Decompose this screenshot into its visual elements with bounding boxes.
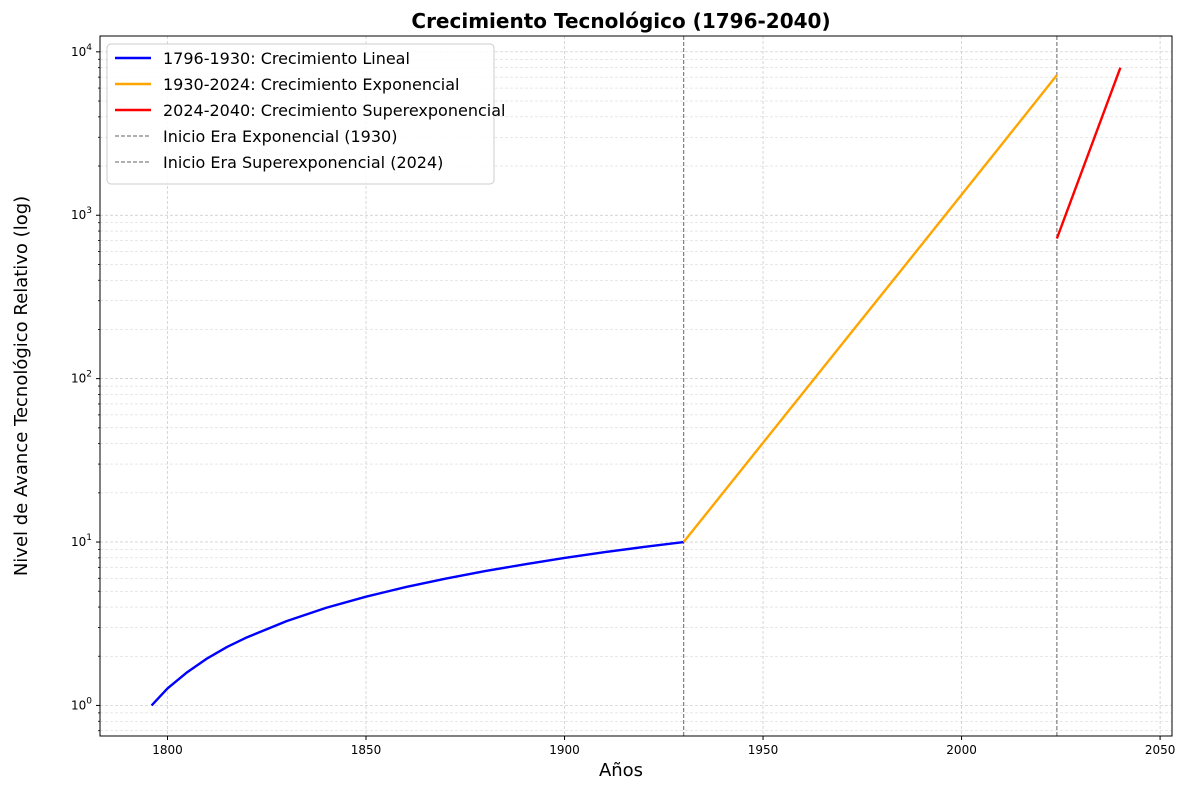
y-tick-label: 104: [71, 43, 92, 59]
legend-box: [106, 43, 495, 185]
reference-lines: [683, 36, 1058, 736]
x-tick-label: 1900: [549, 743, 580, 757]
legend-label: 1930-2024: Crecimiento Exponencial: [163, 75, 459, 94]
y-tick-label: 103: [71, 206, 92, 222]
y-tick-label: 101: [71, 533, 92, 549]
minor-gridlines: [100, 59, 1172, 731]
series-line: [682, 74, 1058, 543]
legend-label: Inicio Era Superexponencial (2024): [163, 153, 443, 172]
legend: 1796-1930: Crecimiento Lineal 1930-2024: …: [106, 43, 505, 185]
x-tick-label: 2000: [946, 743, 977, 757]
y-tick-label: 100: [71, 696, 92, 712]
series-line: [1055, 67, 1122, 239]
series-lines: [150, 67, 1122, 707]
x-axis-ticks: 1800 1850 1900 1950 2000 2050: [152, 736, 1175, 757]
x-axis-label: Años: [599, 760, 643, 781]
chart-title: Crecimiento Tecnológico (1796-2040): [411, 9, 830, 33]
y-axis-label: Nivel de Avance Tecnológico Relativo (lo…: [11, 196, 32, 576]
x-tick-label: 2050: [1145, 743, 1176, 757]
x-tick-label: 1800: [152, 743, 183, 757]
legend-label: 2024-2040: Crecimiento Superexponencial: [163, 101, 505, 120]
legend-label: Inicio Era Exponencial (1930): [163, 127, 397, 146]
y-axis-ticks: 100 101 102 103 104: [71, 43, 100, 732]
y-tick-label: 102: [71, 370, 92, 386]
x-tick-label: 1850: [351, 743, 382, 757]
legend-label: 1796-1930: Crecimiento Lineal: [163, 49, 410, 68]
series-line: [150, 540, 684, 707]
x-tick-label: 1950: [748, 743, 779, 757]
